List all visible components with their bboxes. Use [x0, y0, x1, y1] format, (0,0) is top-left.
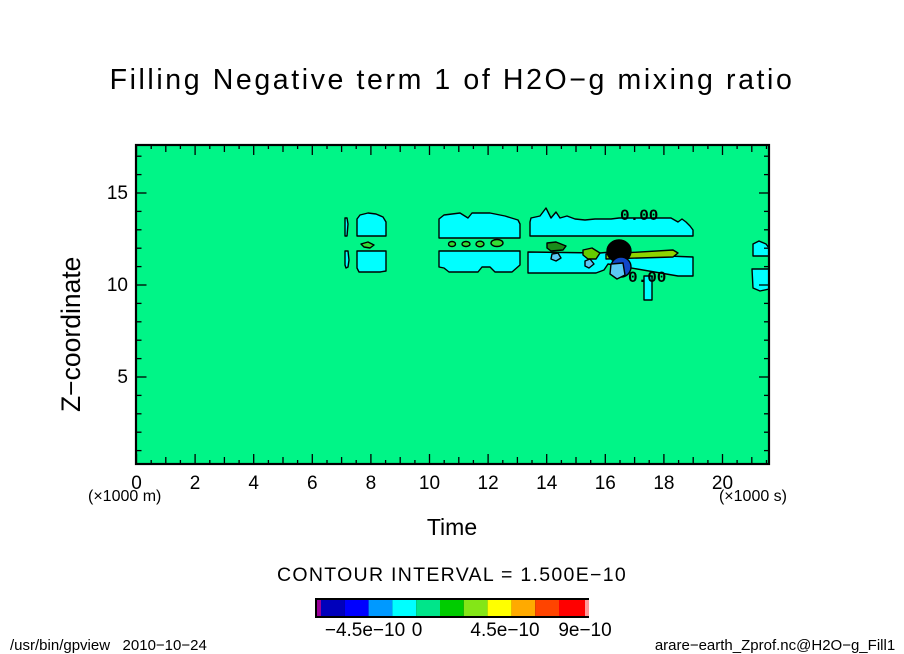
svg-text:2: 2 — [190, 473, 201, 494]
svg-text:arare−earth_Zprof.nc@H2O−g_Fil: arare−earth_Zprof.nc@H2O−g_Fill1 — [655, 637, 895, 654]
svg-text:4: 4 — [248, 473, 259, 494]
svg-text:(×1000 m): (×1000 m) — [88, 488, 161, 505]
svg-text:0.00: 0.00 — [620, 207, 658, 225]
svg-text:0: 0 — [412, 620, 423, 641]
svg-text:−4.5e−10: −4.5e−10 — [325, 620, 405, 641]
svg-text:4.5e−10: 4.5e−10 — [470, 620, 539, 641]
svg-text:10: 10 — [419, 473, 440, 494]
svg-text:5: 5 — [117, 367, 128, 388]
svg-text:9e−10: 9e−10 — [558, 620, 611, 641]
svg-text:10: 10 — [107, 275, 128, 296]
svg-text:Time: Time — [427, 514, 477, 540]
svg-text:CONTOUR INTERVAL = 1.500E−10: CONTOUR INTERVAL = 1.500E−10 — [277, 564, 627, 586]
svg-text:14: 14 — [536, 473, 558, 494]
svg-text:/usr/bin/gpview 2010−10−24: /usr/bin/gpview 2010−10−24 — [10, 637, 207, 654]
svg-text:18: 18 — [653, 473, 674, 494]
svg-text:16: 16 — [595, 473, 616, 494]
svg-text:(×1000 s): (×1000 s) — [719, 488, 787, 505]
svg-text:12: 12 — [478, 473, 499, 494]
svg-text:15: 15 — [107, 183, 128, 204]
svg-text:Z−coordinate: Z−coordinate — [56, 257, 86, 412]
svg-text:0.00: 0.00 — [628, 269, 666, 287]
svg-text:6: 6 — [307, 473, 318, 494]
svg-text:8: 8 — [366, 473, 377, 494]
